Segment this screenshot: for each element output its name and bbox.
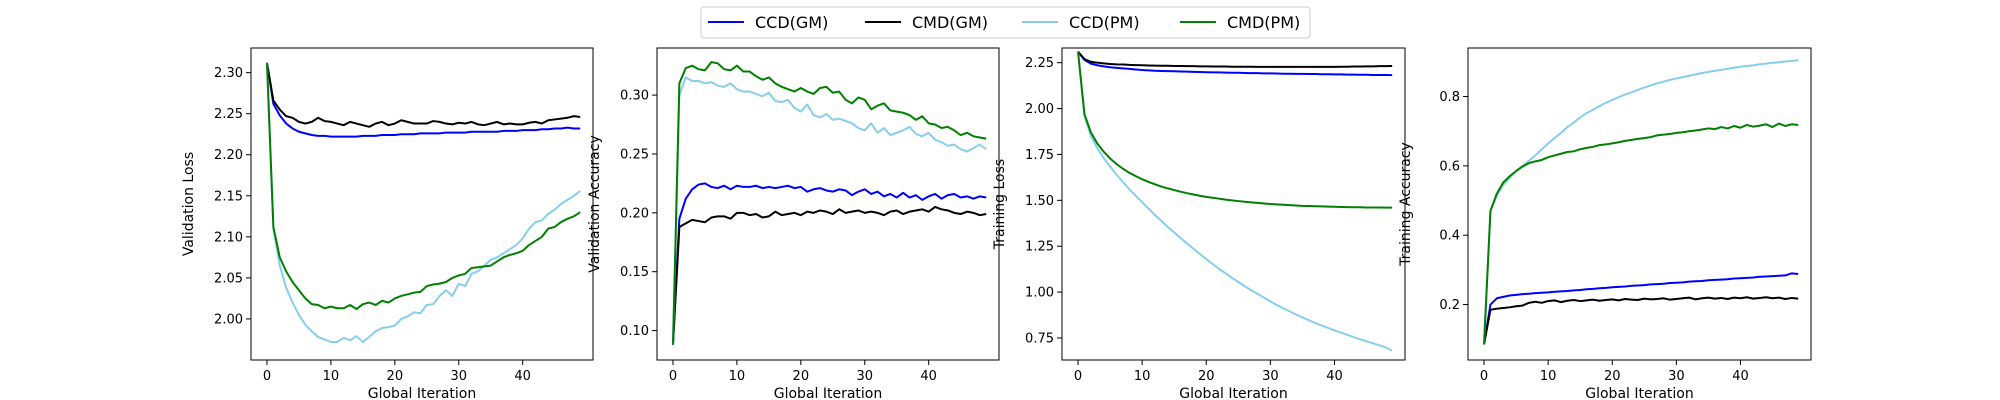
legend-entry-cmd-pm: CMD(PM) [1180,13,1300,32]
y-tick-label: 0.30 [620,89,649,104]
x-tick-label: 10 [729,369,746,384]
series-line-cmd-gm [671,205,987,345]
x-tick-label: 30 [856,369,873,384]
x-tick-label: 0 [263,369,271,384]
x-tick-label: 40 [1326,369,1343,384]
y-tick-label: 0.25 [620,147,649,162]
y-tick-label: 2.00 [214,312,243,327]
x-tick-label: 0 [1074,369,1082,384]
plot-frame [656,47,1000,361]
x-tick-label: 20 [1604,369,1621,384]
y-tick-label: 0.4 [1439,229,1460,244]
y-tick-label: 2.20 [214,148,243,163]
y-axis-label: Training Loss [992,159,1008,250]
series-line-ccd-pm [265,62,581,343]
x-tick-label: 0 [1480,369,1488,384]
series-line-ccd-gm [1077,51,1393,77]
series-line-ccd-gm [671,182,987,345]
y-tick-label: 1.25 [1025,240,1054,255]
series-line-ccd-pm [1077,51,1393,352]
series-line-cmd-pm [265,62,581,311]
series-line-ccd-pm [671,76,987,345]
y-tick-label: 1.00 [1025,286,1054,301]
x-tick-label: 20 [387,369,404,384]
y-tick-label: 2.10 [214,230,243,245]
series-line-cmd-pm [1483,122,1799,345]
x-tick-label: 20 [1198,369,1215,384]
x-tick-label: 20 [793,369,810,384]
legend-label: CCD(GM) [755,13,828,32]
y-tick-label: 2.30 [214,66,243,81]
x-tick-label: 30 [1668,369,1685,384]
x-axis-label: Global Iteration [774,386,883,400]
x-tick-label: 10 [1540,369,1557,384]
plot-frame [1467,47,1812,361]
x-tick-label: 40 [514,369,531,384]
y-tick-label: 1.50 [1025,194,1054,209]
plot-frame [250,47,594,361]
y-tick-label: 0.10 [620,324,649,339]
panels: 0 10 20 30 40 2.00 2.05 2.10 2.15 2.20 2.25 2.30 Glo… [181,47,1812,400]
x-tick-label: 10 [1134,369,1151,384]
legend-frame [700,6,1311,39]
legend-label: CCD(PM) [1069,13,1140,32]
y-tick-label: 0.2 [1439,298,1460,313]
legend-entry-cmd-gm: CMD(GM) [865,13,988,32]
series-line-cmd-pm [671,61,987,345]
legend-entry-ccd-pm: CCD(PM) [1022,13,1140,32]
x-tick-label: 10 [323,369,340,384]
chart-panel-3: 0 10 20 30 40 0.75 1.00 1.25 1.50 1.75 2.00 2.25 Glo… [992,47,1406,400]
chart-panel-1: 0 10 20 30 40 2.00 2.05 2.10 2.15 2.20 2.25 2.30 Glo… [181,47,594,400]
y-tick-label: 0.8 [1439,90,1460,105]
legend: CCD(GM) CMD(GM) CCD(PM) CMD(PM) [700,6,1311,39]
x-tick-label: 0 [669,369,677,384]
series-line-ccd-gm [265,62,581,138]
x-tick-label: 40 [920,369,937,384]
y-tick-label: 0.75 [1025,331,1054,346]
x-tick-label: 40 [1732,369,1749,384]
y-axis-label: Training Accuracy [1398,142,1414,267]
series-line-ccd-pm [1483,59,1799,345]
x-axis-label: Global Iteration [368,386,477,400]
series-line-ccd-gm [1483,272,1799,345]
y-tick-label: 0.6 [1439,159,1460,174]
series-line-cmd-gm [265,62,581,128]
x-tick-label: 30 [450,369,467,384]
series-line-cmd-gm [1077,51,1393,68]
y-axis-label: Validation Accuracy [587,135,603,273]
y-tick-label: 2.25 [1025,56,1054,71]
y-tick-label: 0.15 [620,265,649,280]
x-axis-label: Global Iteration [1585,386,1694,400]
y-tick-label: 2.25 [214,107,243,122]
y-tick-label: 0.20 [620,206,649,221]
y-tick-label: 2.00 [1025,102,1054,117]
legend-label: CMD(GM) [912,13,988,32]
legend-label: CMD(PM) [1227,13,1300,32]
plot-frame [1061,47,1406,361]
y-tick-label: 1.75 [1025,148,1054,163]
series-line-cmd-gm [1483,296,1799,345]
x-axis-label: Global Iteration [1179,386,1288,400]
y-axis-label: Validation Loss [181,152,197,256]
y-tick-label: 2.15 [214,189,243,204]
y-tick-label: 2.05 [214,271,243,286]
x-tick-label: 30 [1262,369,1279,384]
series-line-cmd-pm [1077,51,1393,209]
chart-panel-2: 0 10 20 30 40 0.10 0.15 0.20 0.25 0.30 Global Iter… [587,47,1000,400]
legend-entry-ccd-gm: CCD(GM) [708,13,828,32]
chart-panel-4: 0 10 20 30 40 0.2 0.4 0.6 0.8 Global Iteration Tra… [1398,47,1812,400]
